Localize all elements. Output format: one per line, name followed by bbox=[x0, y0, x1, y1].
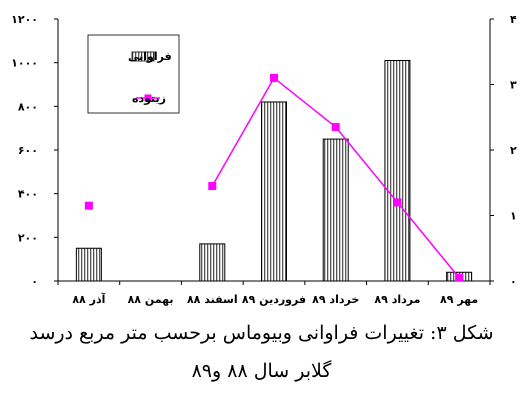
x-tick-label: اسفند ۸۸ bbox=[187, 293, 238, 306]
bar bbox=[75, 247, 102, 282]
y-right-tick-label: ۲ bbox=[510, 144, 517, 157]
tick-labels: ۰ ۲۰۰ ۴۰۰ ۶۰۰ ۸۰۰ ۱۰۰۰ ۱۲۰۰ ۰ ۱ ۲ ۳ ۴ آذر ۸۸ بهمن ۸۸ ا… bbox=[11, 13, 517, 306]
x-tick-label: بهمن ۸۸ bbox=[128, 293, 174, 306]
y-left-tick-label: ۶۰۰ bbox=[18, 144, 38, 157]
line-point bbox=[455, 273, 464, 282]
y-right-tick-label: ۱ bbox=[510, 210, 517, 223]
y-right-tick-label: ۰ bbox=[510, 275, 517, 288]
line-point bbox=[270, 73, 278, 82]
x-tick-label: فروردین ۸۹ bbox=[242, 293, 306, 306]
line-point bbox=[331, 123, 340, 132]
y-left-tick-label: ۰ bbox=[31, 275, 38, 288]
bar bbox=[322, 138, 349, 282]
figure-caption-line-1: شکل ۳: تغییرات فراوانی وبیوماس برحسب متر… bbox=[29, 322, 494, 344]
x-tick-label: مهر ۸۹ bbox=[440, 293, 478, 306]
bar bbox=[261, 101, 287, 282]
figure-caption-line-2: گلابر سال ۸۸ و۸۹ bbox=[191, 360, 332, 382]
x-tick-label: آذر ۸۸ bbox=[72, 292, 105, 306]
legend-bar-swatch bbox=[131, 51, 155, 62]
y-right-tick-label: ۴ bbox=[510, 13, 517, 26]
legend-line-label: زیتوده bbox=[132, 92, 166, 105]
y-left-tick-label: ۲۰۰ bbox=[18, 231, 38, 244]
line-series bbox=[84, 73, 464, 282]
bar bbox=[199, 243, 226, 282]
legend-box bbox=[87, 34, 180, 114]
line-point bbox=[393, 198, 402, 207]
y-left-tick-label: ۱۰۰۰ bbox=[11, 57, 38, 70]
legend-line-marker bbox=[144, 94, 152, 102]
y-left-tick-label: ۴۰۰ bbox=[18, 188, 38, 201]
x-tick-label: خرداد ۸۹ bbox=[312, 293, 359, 306]
y-left-tick-label: ۱۲۰۰ bbox=[11, 13, 38, 26]
line-point bbox=[208, 182, 217, 191]
axes bbox=[54, 18, 494, 285]
y-right-tick-label: ۳ bbox=[510, 79, 517, 92]
line-point bbox=[84, 201, 93, 210]
bar bbox=[384, 59, 411, 282]
legend-bar-label: فراوانی bbox=[128, 50, 172, 63]
legend: فراوانی زیتوده bbox=[87, 34, 180, 114]
x-tick-label: مرداد ۸۹ bbox=[374, 293, 420, 306]
chart: ۰ ۲۰۰ ۴۰۰ ۶۰۰ ۸۰۰ ۱۰۰۰ ۱۲۰۰ ۰ ۱ ۲ ۳ ۴ آذر ۸۸ بهمن ۸۸ ا… bbox=[11, 13, 517, 306]
y-left-tick-label: ۸۰۰ bbox=[18, 100, 38, 113]
